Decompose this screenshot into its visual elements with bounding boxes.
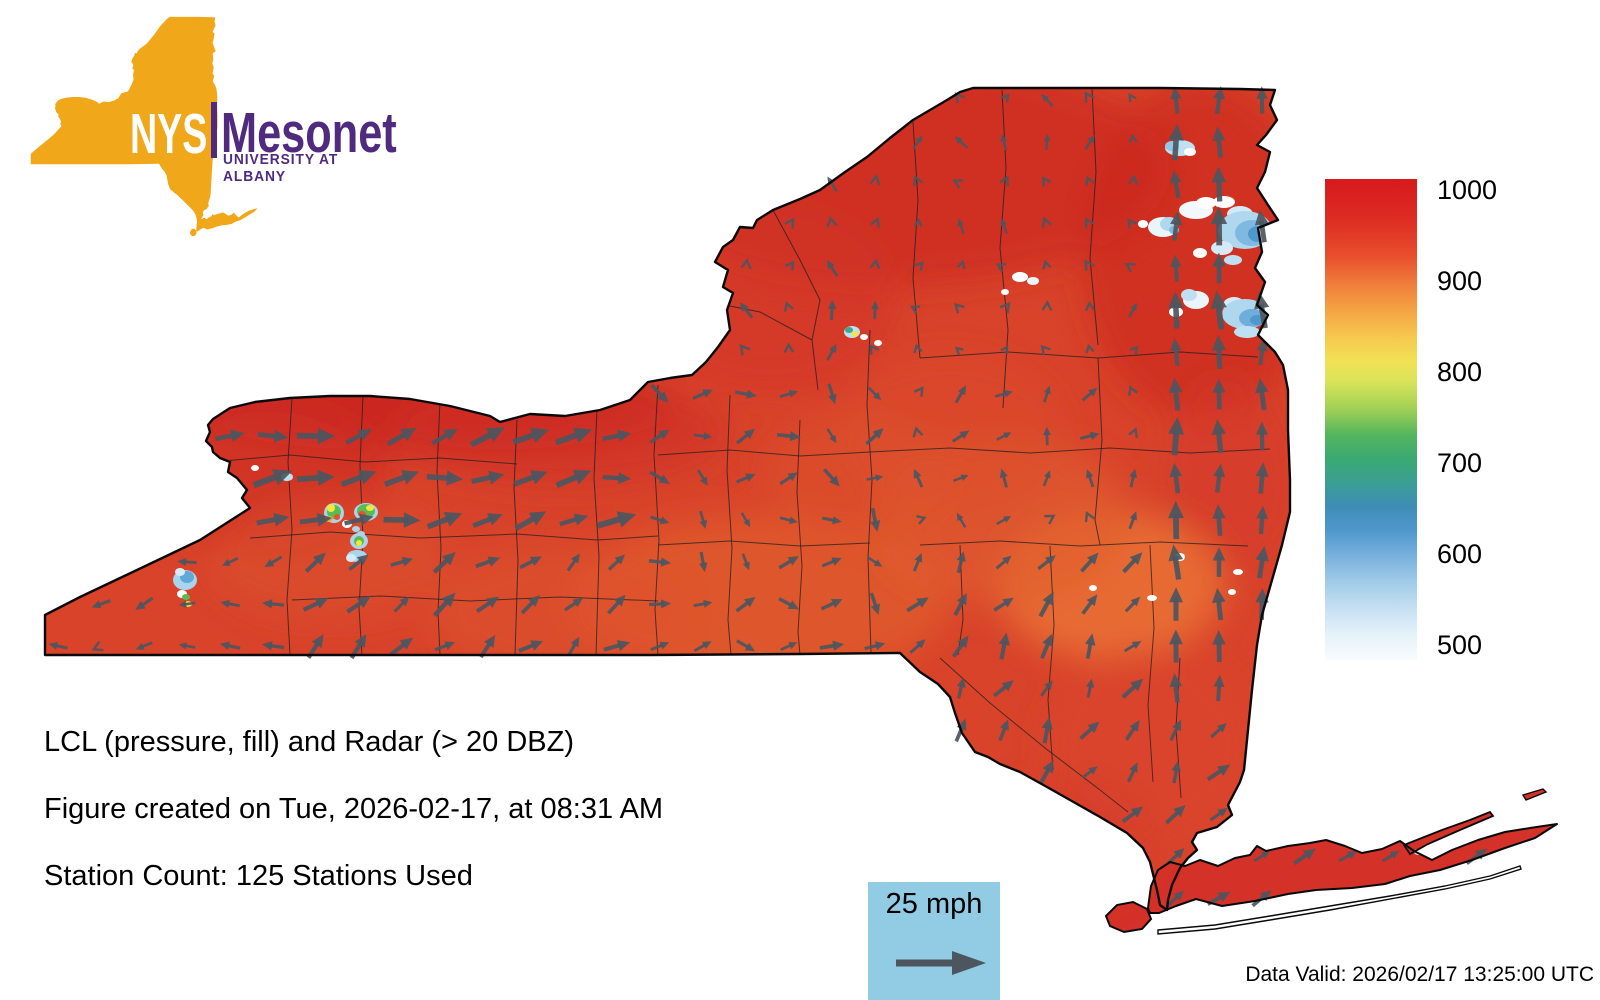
- figure-title: LCL (pressure, fill) and Radar (> 20 DBZ…: [44, 726, 574, 758]
- logo-mesonet-text: Mesonet: [221, 101, 397, 165]
- station-count-text: Station Count: 125 Stations Used: [44, 860, 473, 892]
- colorbar-tick: 900: [1437, 266, 1483, 296]
- wind-reference-arrow-icon: [896, 951, 986, 975]
- logo-state-shape-icon: [30, 16, 258, 237]
- colorbar-tick: 600: [1437, 539, 1483, 569]
- colorbar-tick: 1000: [1437, 175, 1498, 205]
- wind-speed-legend: 25 mph: [868, 882, 1000, 1000]
- nys-mesonet-logo: NYS Mesonet UNIVERSITY AT ALBANY: [0, 0, 420, 260]
- logo-nys-text: NYS: [130, 102, 208, 166]
- colorbar-tick: 700: [1437, 448, 1483, 478]
- logo-university-text: UNIVERSITY AT ALBANY: [223, 151, 339, 185]
- colorbar-tick: 800: [1437, 357, 1483, 387]
- colorbar-tick: 500: [1437, 630, 1483, 660]
- data-valid-text: Data Valid: 2026/02/17 13:25:00 UTC: [1245, 963, 1594, 986]
- logo-divider: [211, 102, 217, 158]
- figure-created-text: Figure created on Tue, 2026-02-17, at 08…: [44, 793, 664, 825]
- colorbar-gradient: [1325, 179, 1417, 660]
- wind-speed-label: 25 mph: [885, 888, 983, 920]
